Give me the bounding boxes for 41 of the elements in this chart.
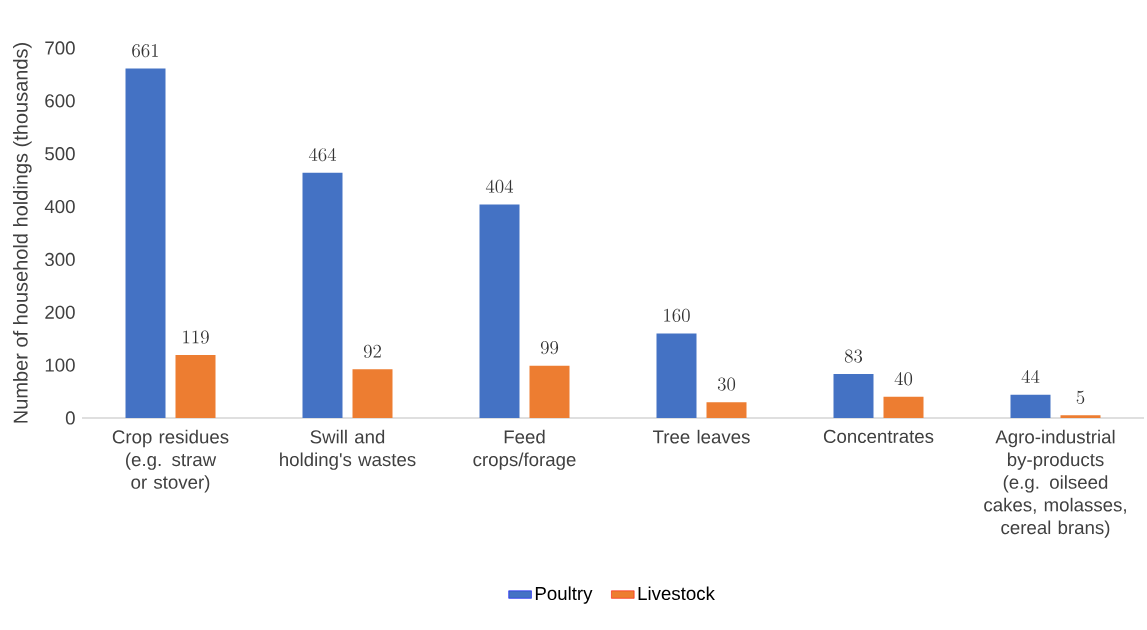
y-tick-label: 600 bbox=[45, 94, 75, 108]
bar bbox=[883, 396, 924, 418]
data-label: 160 bbox=[664, 308, 690, 322]
bar bbox=[833, 374, 874, 418]
bar bbox=[1060, 415, 1101, 418]
x-tick-label: Feed crops/forage bbox=[473, 429, 576, 470]
y-tick-label: 100 bbox=[45, 358, 75, 372]
bar bbox=[125, 68, 166, 418]
bar bbox=[479, 204, 520, 418]
data-label: 83 bbox=[844, 349, 863, 363]
y-axis-title: Number of household holdings (thousands) bbox=[13, 43, 32, 423]
x-tick-label: Concentrates bbox=[823, 429, 934, 444]
y-tick-label: 700 bbox=[45, 41, 75, 55]
data-label: 119 bbox=[183, 330, 209, 344]
bar bbox=[302, 172, 343, 418]
legend-label: Livestock bbox=[638, 586, 715, 601]
x-tick-label: Tree leaves bbox=[652, 429, 750, 444]
bar bbox=[529, 365, 570, 418]
legend-label: Poultry bbox=[535, 586, 593, 604]
data-label: 30 bbox=[717, 377, 736, 391]
data-label: 5 bbox=[1076, 390, 1085, 404]
data-label: 661 bbox=[132, 44, 159, 58]
bar bbox=[352, 369, 393, 418]
x-tick-label: Agro-industrial by-products (e.g. oilseed cakes, molasses, cereal brans) bbox=[984, 429, 1126, 538]
y-tick-label: 200 bbox=[45, 305, 75, 319]
y-tick-label: 500 bbox=[45, 147, 75, 161]
x-tick-label: Swill and holding's wastes bbox=[280, 429, 416, 470]
data-label: 40 bbox=[894, 372, 913, 386]
bar bbox=[656, 333, 697, 418]
data-label: 99 bbox=[540, 341, 559, 355]
y-tick-label: 400 bbox=[44, 199, 75, 214]
data-label: 44 bbox=[1021, 369, 1040, 383]
y-tick-label: 300 bbox=[45, 252, 75, 267]
x-tick-label: Crop residues (e.g. straw or stover) bbox=[112, 429, 229, 493]
bar bbox=[175, 355, 216, 418]
y-tick-label: 0 bbox=[65, 411, 75, 425]
bar bbox=[1010, 394, 1051, 418]
data-label: 464 bbox=[308, 147, 337, 162]
data-label: 404 bbox=[485, 179, 514, 194]
bar bbox=[706, 402, 747, 418]
data-label: 92 bbox=[363, 344, 381, 358]
